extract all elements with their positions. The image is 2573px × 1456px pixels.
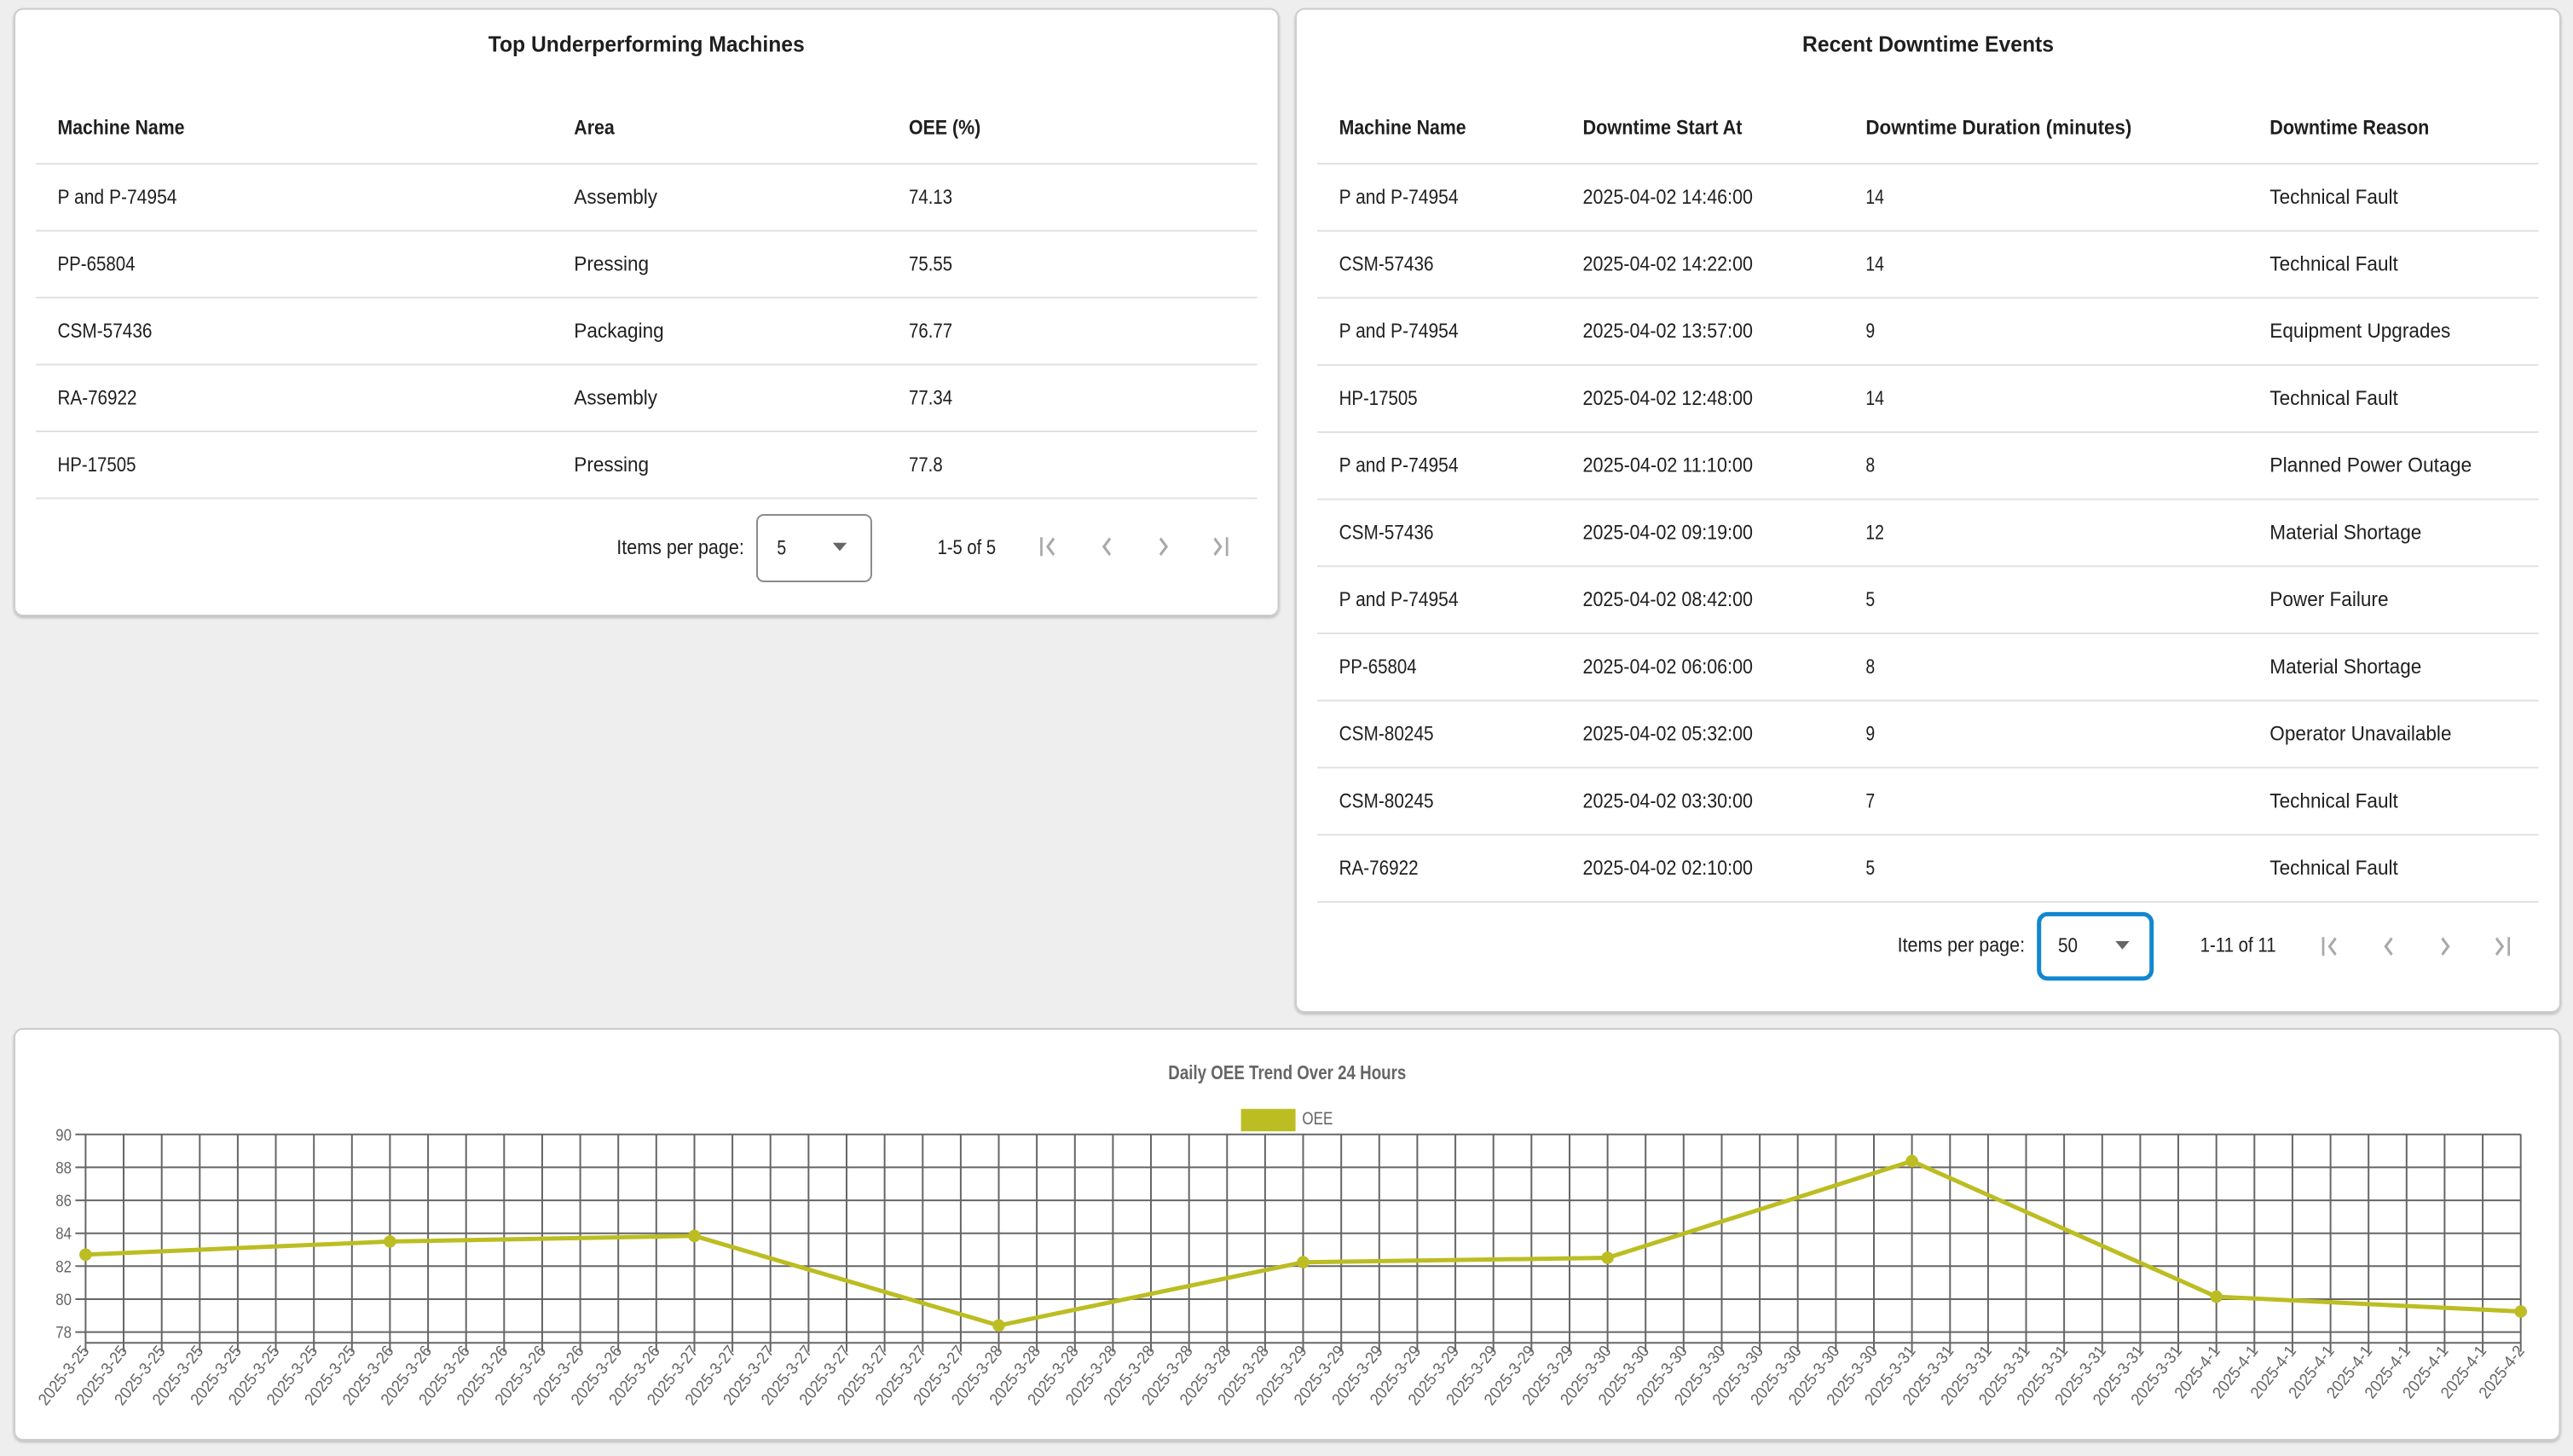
svg-text:Area: Area xyxy=(574,116,615,139)
svg-text:PP-65804: PP-65804 xyxy=(1339,656,1417,679)
svg-text:90: 90 xyxy=(55,1126,72,1145)
svg-text:Assembly: Assembly xyxy=(574,386,657,409)
svg-text:5: 5 xyxy=(1865,588,1875,611)
svg-text:P and P-74954: P and P-74954 xyxy=(1339,186,1459,209)
svg-text:12: 12 xyxy=(1865,521,1884,544)
svg-text:2025-04-02 09:19:00: 2025-04-02 09:19:00 xyxy=(1583,521,1754,544)
svg-text:2025-04-02 14:46:00: 2025-04-02 14:46:00 xyxy=(1583,186,1754,209)
svg-text:Packaging: Packaging xyxy=(574,320,663,343)
svg-text:9: 9 xyxy=(1865,723,1875,746)
svg-text:Items per page:: Items per page: xyxy=(616,536,744,559)
svg-text:Recent Downtime Events: Recent Downtime Events xyxy=(1802,32,2054,57)
svg-text:OEE: OEE xyxy=(1302,1109,1333,1129)
svg-text:82: 82 xyxy=(55,1257,72,1276)
svg-text:Pressing: Pressing xyxy=(574,454,649,477)
svg-text:88: 88 xyxy=(55,1158,72,1177)
svg-text:Technical Fault: Technical Fault xyxy=(2269,387,2398,410)
svg-text:P and P-74954: P and P-74954 xyxy=(58,186,177,209)
svg-text:77.8: 77.8 xyxy=(909,454,943,477)
svg-text:77.34: 77.34 xyxy=(909,386,952,409)
svg-text:5: 5 xyxy=(1865,857,1875,880)
svg-text:Power Failure: Power Failure xyxy=(2269,588,2388,611)
svg-text:Downtime Start At: Downtime Start At xyxy=(1583,116,1743,139)
svg-text:14: 14 xyxy=(1865,186,1884,209)
svg-text:HP-17505: HP-17505 xyxy=(1339,387,1418,410)
svg-text:2025-04-02 02:10:00: 2025-04-02 02:10:00 xyxy=(1583,857,1754,880)
svg-text:Operator Unavailable: Operator Unavailable xyxy=(2269,723,2451,746)
svg-text:2025-04-02 13:57:00: 2025-04-02 13:57:00 xyxy=(1583,320,1754,343)
svg-text:CSM-57436: CSM-57436 xyxy=(1339,253,1434,276)
svg-text:Material Shortage: Material Shortage xyxy=(2269,656,2421,679)
svg-text:2025-04-02 06:06:00: 2025-04-02 06:06:00 xyxy=(1583,656,1754,679)
svg-text:Technical Fault: Technical Fault xyxy=(2269,186,2398,209)
svg-text:P and P-74954: P and P-74954 xyxy=(1339,320,1459,343)
svg-text:5: 5 xyxy=(777,537,786,560)
svg-text:2025-04-02 11:10:00: 2025-04-02 11:10:00 xyxy=(1583,454,1754,477)
svg-text:Equipment Upgrades: Equipment Upgrades xyxy=(2269,320,2450,343)
svg-text:76.77: 76.77 xyxy=(909,320,952,343)
svg-text:2025-04-02 03:30:00: 2025-04-02 03:30:00 xyxy=(1583,789,1754,812)
svg-text:84: 84 xyxy=(55,1225,72,1244)
svg-text:Assembly: Assembly xyxy=(574,186,657,209)
svg-text:Downtime Reason: Downtime Reason xyxy=(2269,116,2429,139)
svg-text:OEE (%): OEE (%) xyxy=(909,116,980,139)
svg-text:9: 9 xyxy=(1865,320,1875,343)
svg-text:Pressing: Pressing xyxy=(574,252,649,275)
svg-text:2025-04-02 12:48:00: 2025-04-02 12:48:00 xyxy=(1583,387,1754,410)
svg-text:RA-76922: RA-76922 xyxy=(58,386,137,409)
svg-text:74.13: 74.13 xyxy=(909,186,952,209)
svg-text:CSM-80245: CSM-80245 xyxy=(1339,789,1434,812)
svg-text:Daily OEE Trend Over 24 Hours: Daily OEE Trend Over 24 Hours xyxy=(1168,1061,1406,1083)
svg-text:75.55: 75.55 xyxy=(909,252,952,275)
svg-text:HP-17505: HP-17505 xyxy=(58,454,136,477)
svg-text:Technical Fault: Technical Fault xyxy=(2269,253,2398,276)
svg-text:CSM-80245: CSM-80245 xyxy=(1339,723,1434,746)
svg-text:80: 80 xyxy=(55,1291,72,1309)
svg-text:8: 8 xyxy=(1865,454,1875,477)
svg-text:Technical Fault: Technical Fault xyxy=(2269,789,2398,812)
svg-text:P and P-74954: P and P-74954 xyxy=(1339,588,1459,611)
svg-text:RA-76922: RA-76922 xyxy=(1339,857,1419,880)
svg-text:86: 86 xyxy=(55,1192,72,1210)
svg-text:CSM-57436: CSM-57436 xyxy=(58,320,153,343)
svg-text:14: 14 xyxy=(1865,387,1884,410)
svg-text:1-11 of 11: 1-11 of 11 xyxy=(2200,934,2276,957)
svg-text:1-5 of 5: 1-5 of 5 xyxy=(938,536,997,559)
svg-text:8: 8 xyxy=(1865,656,1875,679)
svg-text:14: 14 xyxy=(1865,253,1884,276)
svg-text:2025-04-02 08:42:00: 2025-04-02 08:42:00 xyxy=(1583,588,1754,611)
svg-text:Items per page:: Items per page: xyxy=(1898,934,2026,957)
svg-text:Top Underperforming Machines: Top Underperforming Machines xyxy=(489,32,805,57)
svg-text:2025-04-02 14:22:00: 2025-04-02 14:22:00 xyxy=(1583,253,1754,276)
svg-text:Technical Fault: Technical Fault xyxy=(2269,857,2398,880)
svg-text:50: 50 xyxy=(2058,934,2078,957)
svg-text:PP-65804: PP-65804 xyxy=(58,252,136,275)
svg-text:Downtime Duration (minutes): Downtime Duration (minutes) xyxy=(1865,116,2131,139)
svg-text:78: 78 xyxy=(55,1324,72,1343)
svg-text:Machine Name: Machine Name xyxy=(1339,116,1466,139)
svg-text:2025-04-02 05:32:00: 2025-04-02 05:32:00 xyxy=(1583,723,1754,746)
svg-text:P and P-74954: P and P-74954 xyxy=(1339,454,1459,477)
svg-text:Material Shortage: Material Shortage xyxy=(2269,521,2421,544)
svg-text:7: 7 xyxy=(1865,789,1875,812)
svg-text:Machine Name: Machine Name xyxy=(58,116,185,139)
svg-text:Planned Power Outage: Planned Power Outage xyxy=(2269,454,2472,477)
svg-text:CSM-57436: CSM-57436 xyxy=(1339,521,1434,544)
